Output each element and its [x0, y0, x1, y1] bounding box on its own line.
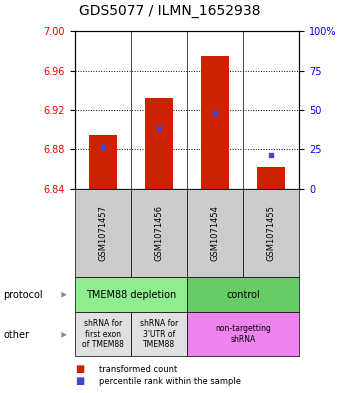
Text: GSM1071454: GSM1071454	[210, 205, 220, 261]
Text: GSM1071456: GSM1071456	[154, 205, 164, 261]
Bar	[75, 312, 131, 356]
Bar	[187, 277, 299, 312]
Text: GSM1071455: GSM1071455	[267, 205, 276, 261]
Bar	[201, 56, 229, 189]
Bar	[75, 189, 131, 277]
Bar	[75, 277, 187, 312]
Text: GDS5077 / ILMN_1652938: GDS5077 / ILMN_1652938	[79, 4, 261, 18]
Bar	[131, 312, 187, 356]
Text: TMEM88 depletion: TMEM88 depletion	[86, 290, 176, 300]
Text: transformed count: transformed count	[99, 365, 177, 374]
Text: other: other	[3, 330, 29, 340]
Text: ■: ■	[75, 364, 84, 375]
Bar	[187, 189, 243, 277]
Bar	[145, 98, 173, 189]
Text: GSM1071457: GSM1071457	[98, 205, 107, 261]
Bar	[257, 167, 285, 189]
Text: percentile rank within the sample: percentile rank within the sample	[99, 377, 241, 386]
Text: non-targetting
shRNA: non-targetting shRNA	[215, 324, 271, 344]
Text: control: control	[226, 290, 260, 300]
Text: shRNA for
first exon
of TMEM88: shRNA for first exon of TMEM88	[82, 319, 124, 349]
Text: protocol: protocol	[3, 290, 43, 300]
Bar	[131, 189, 187, 277]
Bar	[187, 312, 299, 356]
Bar	[89, 134, 117, 189]
Bar	[243, 189, 299, 277]
Text: ■: ■	[75, 376, 84, 386]
Text: shRNA for
3'UTR of
TMEM88: shRNA for 3'UTR of TMEM88	[140, 319, 178, 349]
